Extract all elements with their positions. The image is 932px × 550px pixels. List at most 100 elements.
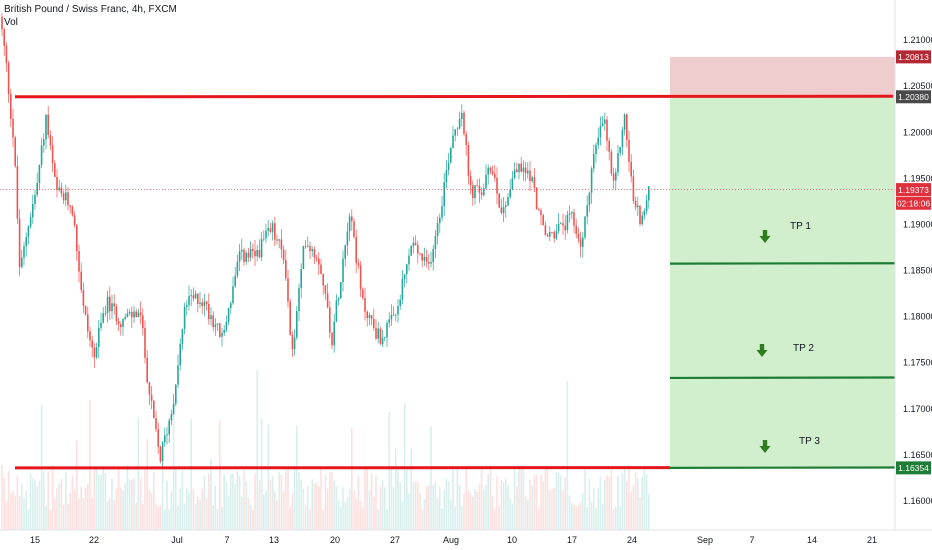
price-badge-label: 1.19373 xyxy=(898,185,929,195)
volume-bar xyxy=(102,469,104,530)
volume-bar xyxy=(643,468,646,530)
volume-bar xyxy=(397,467,399,530)
volume-bar xyxy=(445,478,448,530)
time-tick-label: 15 xyxy=(30,535,40,545)
volume-bar xyxy=(137,417,140,530)
candle xyxy=(315,254,318,262)
take-profit-marker: TP 1 xyxy=(759,221,811,243)
volume-bar xyxy=(93,466,96,530)
candle xyxy=(467,141,470,185)
volume-bar xyxy=(38,480,41,530)
candle xyxy=(291,331,294,358)
candle xyxy=(619,146,621,157)
volume-label[interactable]: Vol xyxy=(4,17,18,28)
volume-bar xyxy=(375,475,377,530)
candle xyxy=(478,178,481,204)
volume-bar xyxy=(588,478,591,530)
candle xyxy=(643,208,646,220)
volume-bar xyxy=(170,490,173,530)
candle xyxy=(337,297,340,306)
volume-bar xyxy=(388,411,390,530)
candle xyxy=(397,298,399,323)
candle xyxy=(258,239,261,259)
volume-bar xyxy=(472,496,474,530)
price-tick-label: 1.21000 xyxy=(903,35,932,45)
volume-bar xyxy=(434,482,437,530)
volume-bar xyxy=(29,473,32,530)
candle xyxy=(263,230,265,242)
volume-bar xyxy=(18,496,21,530)
candle xyxy=(511,170,514,191)
candle xyxy=(260,231,263,262)
price-tick-label: 1.19500 xyxy=(903,173,932,183)
candle xyxy=(120,321,122,336)
volume-bar xyxy=(408,493,410,530)
volume-bar xyxy=(577,505,580,530)
candle xyxy=(379,326,382,346)
volume-bar xyxy=(111,478,113,530)
candle xyxy=(104,305,107,317)
volume-bar xyxy=(1,465,3,530)
volume-bar xyxy=(452,468,454,530)
symbol-title[interactable]: British Pound / Swiss Franc, 4h, FXCM xyxy=(4,4,177,15)
candle xyxy=(403,273,406,288)
volume-bar xyxy=(47,471,49,530)
candle xyxy=(639,205,641,227)
candle xyxy=(84,305,87,316)
candle xyxy=(522,160,525,181)
candle xyxy=(1,13,3,37)
volume-bar xyxy=(243,469,245,530)
volume-bar xyxy=(293,467,296,530)
volume-bar xyxy=(615,506,617,530)
volume-bar xyxy=(320,468,322,530)
volume-bar xyxy=(324,474,327,530)
volume-bar xyxy=(575,505,577,530)
volume-bar xyxy=(522,467,525,530)
volume-bar xyxy=(421,509,423,530)
volume-bar xyxy=(359,501,362,530)
candle xyxy=(177,354,179,389)
volume-bar xyxy=(491,495,494,530)
candle xyxy=(122,317,124,336)
volume-bar xyxy=(192,488,195,530)
volume-bar xyxy=(586,507,588,530)
candle xyxy=(188,285,190,311)
volume-bar xyxy=(366,466,368,530)
volume-bar xyxy=(326,488,329,530)
candle xyxy=(265,223,267,243)
price-tick-label: 1.16000 xyxy=(903,496,932,506)
volume-bar xyxy=(412,482,415,530)
time-tick-label: 21 xyxy=(867,535,877,545)
volume-bar xyxy=(392,487,395,530)
price-badge: 1.19373 xyxy=(896,183,931,197)
price-tick-label: 1.20500 xyxy=(903,81,932,91)
candle xyxy=(551,231,553,235)
volume-bar xyxy=(331,472,333,530)
volume-bar xyxy=(597,488,599,530)
volume-bar xyxy=(62,504,65,530)
candle xyxy=(76,224,78,261)
volume-bar xyxy=(518,466,520,530)
candle xyxy=(87,306,89,339)
candle xyxy=(381,329,384,348)
volume-bar xyxy=(582,494,584,530)
volume-bar xyxy=(60,479,63,530)
volume-bar xyxy=(267,424,269,530)
candle xyxy=(67,187,69,211)
candle xyxy=(608,137,610,161)
volume-bar xyxy=(67,503,69,530)
candle xyxy=(282,245,285,264)
candle xyxy=(623,113,626,136)
volume-bar xyxy=(212,505,214,530)
volume-bar xyxy=(265,490,267,530)
volume-bar xyxy=(560,475,562,530)
candle xyxy=(474,184,476,205)
candle xyxy=(29,212,32,229)
time-axis[interactable]: 15 22 Jul 7 13 20 27 Aug 10 17 24 Sep 7 14 21 xyxy=(30,535,877,545)
resistance-line[interactable] xyxy=(14,94,894,99)
volume-bar xyxy=(333,480,335,530)
volume-bar xyxy=(177,505,179,530)
candle xyxy=(216,323,219,332)
price-axis[interactable]: 1.21000 1.20500 1.20000 1.19500 1.19000 1.185… xyxy=(903,35,932,506)
